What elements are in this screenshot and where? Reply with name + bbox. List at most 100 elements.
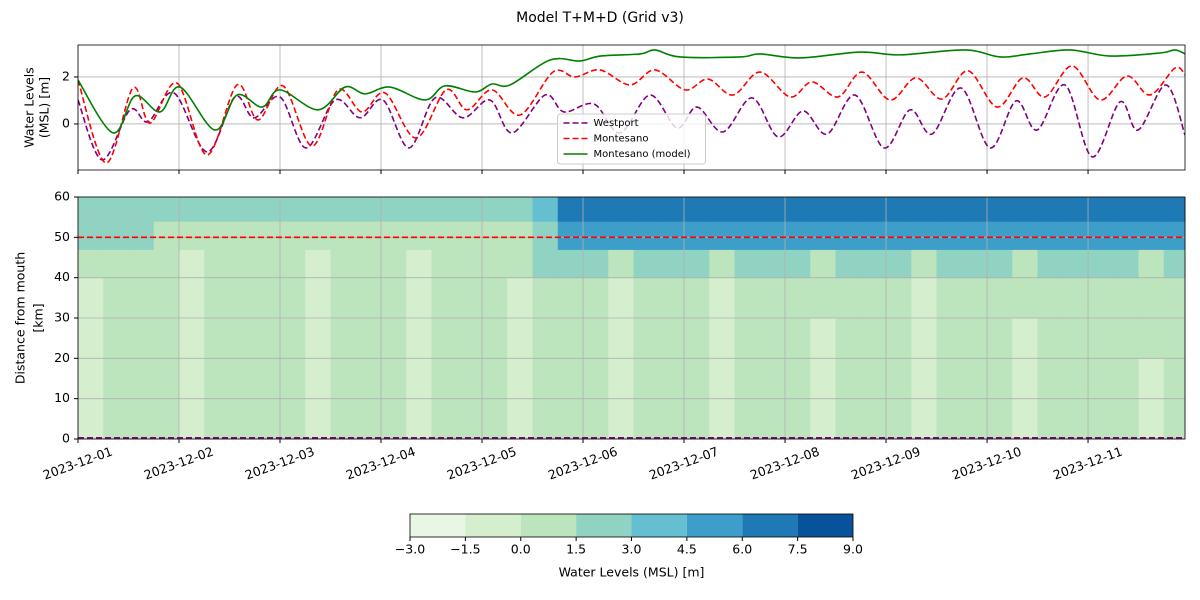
- chart-title: Model T+M+D (Grid v3): [516, 10, 684, 26]
- contour-cell: [557, 398, 584, 440]
- contour-cell: [532, 398, 559, 440]
- contour-cell: [507, 249, 534, 279]
- contour-cell: [153, 221, 180, 250]
- contour-cell: [229, 277, 256, 319]
- contour-cell: [78, 358, 104, 400]
- contour-cell: [886, 197, 912, 222]
- legend-label: Montesano: [594, 134, 649, 145]
- contour-cell: [355, 358, 382, 400]
- contour-cell: [633, 277, 660, 319]
- contour-cell: [381, 398, 407, 440]
- contour-cell: [128, 277, 155, 319]
- contour-cell: [961, 318, 988, 359]
- contour-cell: [482, 358, 508, 400]
- contour-cell: [204, 221, 231, 250]
- contour-cell: [961, 249, 988, 279]
- contour-cell: [1037, 398, 1064, 440]
- y-axis-label: Distance from mouth: [13, 252, 28, 384]
- contour-cell: [583, 277, 609, 319]
- contour-cell: [583, 398, 609, 440]
- contour-cell: [153, 249, 180, 279]
- x-tick-label: 2023-12-06: [546, 444, 619, 483]
- contour-cell: [961, 358, 988, 400]
- contour-cell: [709, 277, 736, 319]
- contour-cell: [835, 197, 862, 222]
- contour-cell: [254, 358, 281, 400]
- contour-cell: [608, 221, 635, 250]
- contour-cell: [1012, 249, 1039, 279]
- series-line: [78, 84, 1185, 161]
- contour-cell: [381, 221, 407, 250]
- contour-cell: [482, 318, 508, 359]
- contour-cell: [431, 249, 458, 279]
- contour-cell: [709, 318, 736, 359]
- contour-cell: [507, 277, 534, 319]
- contour-cell: [229, 221, 256, 250]
- contour-cell: [229, 197, 256, 222]
- contour-cell: [153, 318, 180, 359]
- contour-cell: [431, 358, 458, 400]
- contour-cell: [1138, 221, 1165, 250]
- contour-cell: [1163, 277, 1186, 319]
- contour-cell: [1062, 249, 1089, 279]
- contour-cell: [1037, 197, 1064, 222]
- contour-cell: [305, 249, 332, 279]
- contour-cell: [254, 398, 281, 440]
- contour-cell: [785, 277, 811, 319]
- contour-cell: [482, 398, 508, 440]
- contour-cell: [507, 358, 534, 400]
- contour-cell: [961, 398, 988, 440]
- contour-cell: [532, 358, 559, 400]
- contour-cell: [1163, 318, 1186, 359]
- contour-cell: [709, 358, 736, 400]
- contour-cell: [355, 318, 382, 359]
- contour-cell: [1012, 318, 1039, 359]
- y-tick-label: 0: [62, 115, 70, 130]
- contour-cell: [456, 318, 483, 359]
- contour-cell: [557, 318, 584, 359]
- contour-cell: [229, 398, 256, 440]
- contour-cell: [153, 277, 180, 319]
- contour-cell: [254, 221, 281, 250]
- contour-cell: [229, 318, 256, 359]
- x-tick-label: 2023-12-05: [445, 444, 518, 483]
- contour-cell: [886, 318, 912, 359]
- contour-cell: [911, 197, 938, 222]
- colorbar-swatch: [742, 514, 798, 537]
- x-tick-label: 2023-12-11: [1051, 444, 1124, 483]
- contour-cell: [330, 197, 357, 222]
- contour-cell: [987, 221, 1013, 250]
- contour-cell: [128, 221, 155, 250]
- contour-cell: [658, 221, 685, 250]
- grid: 0 2 Water Levels (MSL) [m]: [22, 45, 1185, 174]
- colorbar-tick-label: 6.0: [732, 542, 752, 557]
- contour-cell: [886, 398, 912, 440]
- contour-cell: [280, 358, 306, 400]
- contour-cell: [1113, 197, 1140, 222]
- contour-cell: [1012, 398, 1039, 440]
- contour-cell: [254, 277, 281, 319]
- contour-cell: [1062, 358, 1089, 400]
- contour-cell: [1037, 249, 1064, 279]
- contour-cell: [759, 221, 786, 250]
- contour-cell: [78, 221, 104, 250]
- contour-cell: [987, 318, 1013, 359]
- contour-cell: [305, 277, 332, 319]
- contour-cell: [330, 249, 357, 279]
- series-line: [78, 65, 1185, 164]
- contour-cell: [103, 197, 130, 222]
- contour-cell: [684, 249, 710, 279]
- contour-cell: [557, 277, 584, 319]
- contour-cell: [482, 277, 508, 319]
- contour-cell: [482, 197, 508, 222]
- contour-cell: [709, 197, 736, 222]
- contour-cell: [78, 398, 104, 440]
- contour-cell: [583, 249, 609, 279]
- contour-cell: [103, 277, 130, 319]
- contour-cell: [658, 197, 685, 222]
- contour-cell: [1138, 358, 1165, 400]
- contour-cell: [583, 197, 609, 222]
- x-tick-label: 2023-12-04: [344, 444, 417, 483]
- contour-cell: [684, 221, 710, 250]
- contour-cell: [355, 277, 382, 319]
